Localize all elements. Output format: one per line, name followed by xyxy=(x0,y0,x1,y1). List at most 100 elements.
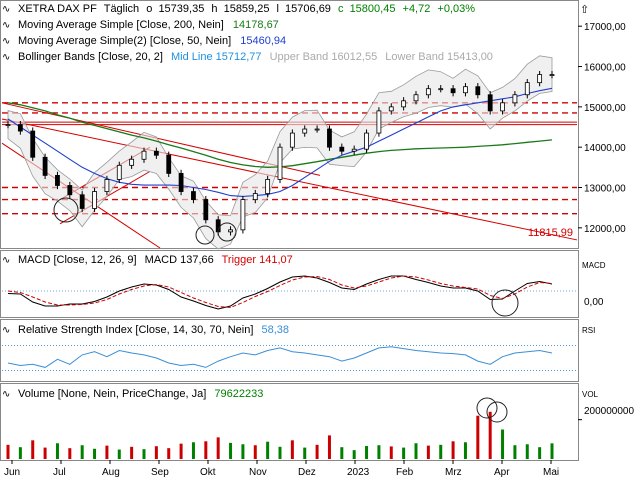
price-candle xyxy=(42,156,48,176)
low-value: 15706,69 xyxy=(285,3,331,15)
price-candle xyxy=(327,128,332,148)
volume-bar xyxy=(130,446,134,459)
time-tick-label: 2023 xyxy=(347,467,370,478)
volume-legend: Volume [None, Nein, PriceChange, Ja] 796… xyxy=(18,388,263,400)
price-candle xyxy=(314,128,320,131)
rsi-value: 58,38 xyxy=(261,324,289,336)
volume-bar xyxy=(241,444,245,459)
bollinger-label: Bollinger Bands [Close, 20, 2] xyxy=(18,51,163,63)
time-tick-label: Mai xyxy=(543,467,559,478)
collapse-arrow-icon[interactable]: ⇧ xyxy=(580,4,589,16)
macd-trigger: Trigger 141,07 xyxy=(222,254,293,266)
volume-bar xyxy=(501,429,505,459)
rsi-axis-title: RSI xyxy=(582,326,595,335)
price-candle xyxy=(425,88,431,96)
price-candle xyxy=(289,132,295,148)
highlight-circle xyxy=(486,401,508,423)
volume-bar xyxy=(476,415,480,459)
volume-bar xyxy=(538,447,542,459)
volume-bar xyxy=(191,442,195,459)
price-candle xyxy=(351,148,357,152)
price-candle xyxy=(55,175,60,186)
highlight-circle xyxy=(195,225,215,245)
volume-bar xyxy=(488,411,492,459)
volume-bar xyxy=(229,442,233,459)
time-tick-label: Sep xyxy=(151,467,169,478)
price-candle xyxy=(500,102,505,112)
panel-marker-icon: ∿ xyxy=(2,52,10,63)
close-label: c xyxy=(338,3,344,15)
sma200-value: 14178,67 xyxy=(233,19,279,31)
volume-bar xyxy=(365,446,369,459)
volume-bar xyxy=(290,440,294,459)
volume-bar xyxy=(402,447,406,459)
time-tick-label: Mrz xyxy=(445,467,462,478)
panel-marker-icon: ∿ xyxy=(2,36,10,47)
volume-bar xyxy=(154,446,158,459)
high-label: h xyxy=(211,3,217,15)
volume-bar xyxy=(451,441,455,459)
price-candle xyxy=(438,88,444,91)
volume-panel xyxy=(0,383,579,461)
volume-bar xyxy=(31,440,35,459)
time-tick-label: Jun xyxy=(4,467,20,478)
price-candle xyxy=(463,86,468,94)
volume-bar xyxy=(439,444,443,459)
volume-bar xyxy=(6,444,10,459)
macd-zero-label: 0,00 xyxy=(584,297,604,308)
price-candle xyxy=(153,150,159,156)
price-tick-label: 14000,00 xyxy=(584,143,626,154)
time-tick-label: Dez xyxy=(298,467,316,478)
price-candle xyxy=(339,146,345,152)
volume-bar xyxy=(352,450,356,459)
price-candle xyxy=(265,179,271,194)
volume-tick-label: 200000000 xyxy=(584,406,634,417)
trend-line xyxy=(1,118,578,241)
volume-bar xyxy=(266,441,270,459)
price-candle xyxy=(79,194,85,209)
price-candle xyxy=(524,82,530,96)
change-percent: +0,03% xyxy=(437,3,475,15)
panel-marker-icon: ∿ xyxy=(2,389,10,400)
macd-label: MACD [Close, 12, 26, 9] xyxy=(18,254,137,266)
time-tick-label: Feb xyxy=(396,467,414,478)
volume-bar xyxy=(167,448,171,459)
macd-axis-title: MACD xyxy=(582,261,606,270)
interval-label: Täglich xyxy=(104,3,139,15)
volume-bar xyxy=(43,447,47,459)
volume-bar xyxy=(105,445,109,459)
price-candle xyxy=(450,88,456,94)
panel-marker-icon: ∿ xyxy=(2,255,10,266)
volume-axis-title: VOL xyxy=(582,390,599,399)
price-tick-label: 16000,00 xyxy=(584,63,626,74)
macd-legend: MACD [Close, 12, 26, 9] MACD 137,66 Trig… xyxy=(18,254,293,266)
volume-bar xyxy=(315,444,319,459)
sma200-legend: Moving Average Simple [Close, 200, Nein]… xyxy=(18,19,279,31)
sma200-label: Moving Average Simple [Close, 200, Nein] xyxy=(18,19,224,31)
volume-bar xyxy=(68,448,72,459)
volume-bar xyxy=(414,443,418,459)
price-candle xyxy=(277,146,283,180)
volume-bar xyxy=(550,443,554,459)
price-candle xyxy=(549,74,555,76)
highlight-circle xyxy=(491,289,519,317)
symbol-title: XETRA DAX PF xyxy=(18,3,97,15)
price-candle xyxy=(17,124,23,132)
volume-bar xyxy=(18,447,22,459)
price-candle xyxy=(104,179,110,192)
price-candle xyxy=(67,185,73,196)
price-tick-label: 13000,00 xyxy=(584,184,626,195)
volume-bar xyxy=(389,446,393,459)
bollinger-upper: Upper Band 16012,55 xyxy=(270,51,378,63)
volume-bar xyxy=(340,447,344,459)
volume-bar xyxy=(513,445,517,459)
panel-marker-icon: ∿ xyxy=(2,20,10,31)
volume-bar xyxy=(117,449,121,459)
highlight-circle xyxy=(217,222,237,242)
volume-bar xyxy=(303,447,307,459)
time-tick-label: Nov xyxy=(249,467,267,478)
trendline-value-label: 11815,99 xyxy=(528,227,573,239)
price-candle xyxy=(388,106,394,112)
